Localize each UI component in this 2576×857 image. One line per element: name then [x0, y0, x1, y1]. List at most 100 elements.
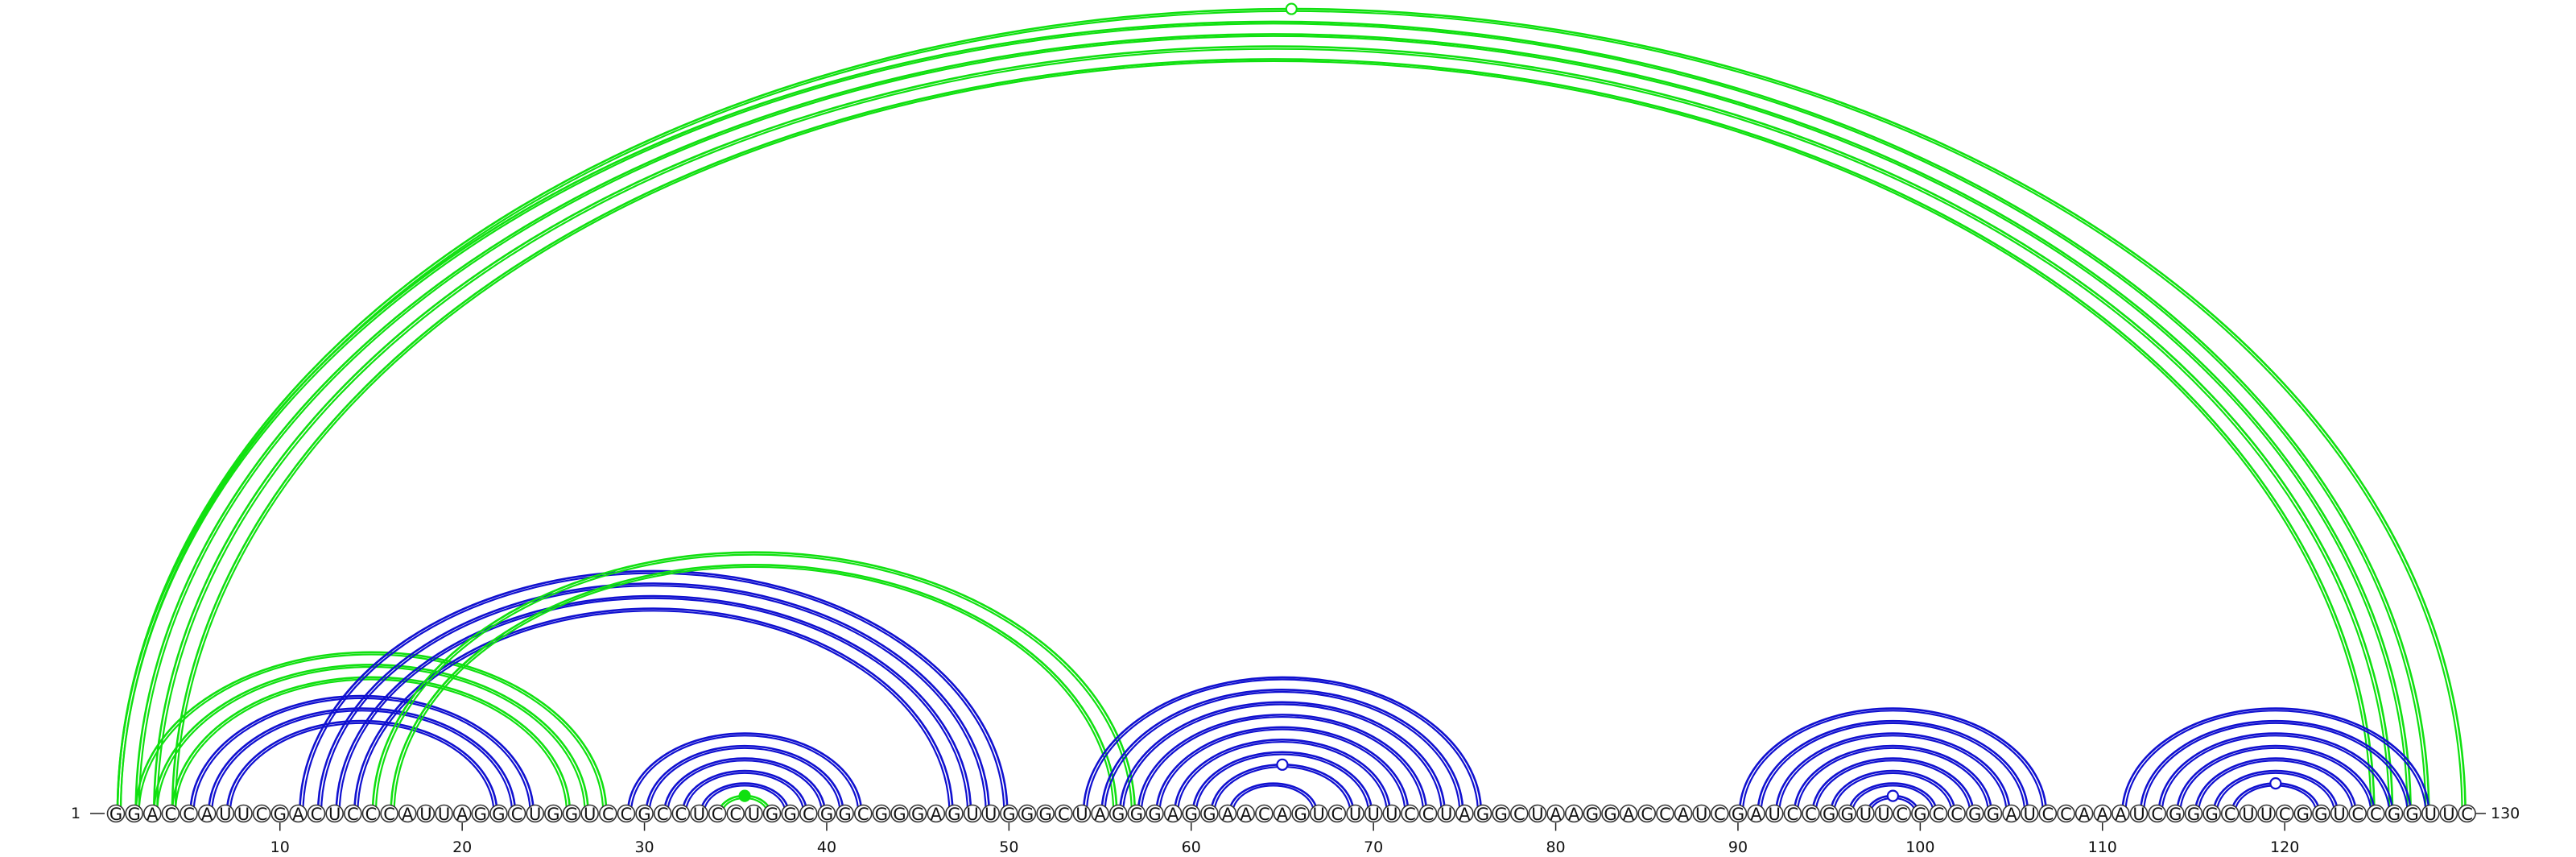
nucleotide-circle: [617, 804, 636, 823]
nucleotide-circle: [1656, 804, 1674, 823]
base-pair-arc: [1100, 689, 1464, 814]
base-pair-arc: [1741, 710, 2044, 814]
nucleotide-circle: [1382, 804, 1402, 823]
nucleotide-letter: G: [1130, 805, 1143, 824]
base-pair-arc: [684, 772, 805, 814]
nucleotide-circle: [908, 804, 927, 823]
nucleotide-circle: [1874, 804, 1893, 823]
base-pair-arc: [667, 760, 824, 814]
base-pair-arc: [1829, 769, 1956, 814]
base-pair-arc: [2215, 772, 2336, 814]
base-pair-arc: [2179, 747, 2372, 814]
nucleotide-letter: C: [1787, 805, 1799, 824]
nucleotide-letter: U: [966, 805, 978, 824]
base-pair-arc: [2157, 732, 2394, 814]
nucleotide-circle: [2403, 804, 2421, 823]
nucleotide-letter: A: [2097, 805, 2109, 824]
nucleotide-letter: A: [1678, 805, 1690, 824]
nucleotide-letter: U: [1860, 805, 1872, 824]
nucleotide-circle: [1583, 804, 1602, 823]
nucleotide-letter: G: [127, 805, 140, 824]
nucleotide-letter: U: [1349, 805, 1361, 824]
nucleotide-letter: G: [2187, 805, 2200, 824]
base-pair-arc: [2176, 744, 2376, 814]
nucleotide-letter: C: [1805, 805, 1817, 824]
nucleotide-letter: G: [274, 805, 287, 824]
nucleotide-letter: G: [1841, 805, 1854, 824]
nucleotide-letter: C: [675, 805, 687, 824]
nucleotide-letter: U: [2260, 805, 2273, 824]
nucleotide-circle: [2202, 804, 2221, 823]
nucleotide-letter: G: [893, 805, 906, 824]
nucleotide-circle: [1018, 804, 1037, 823]
base-pair-arc: [119, 10, 2463, 814]
nucleotide-circle: [1838, 804, 1857, 823]
nucleotide-letter: C: [2042, 805, 2054, 824]
nucleotide-circle: [726, 804, 745, 823]
nucleotide-circle: [1765, 804, 1784, 823]
nucleotide-letter: A: [931, 805, 943, 824]
nucleotide-letter: C: [165, 805, 177, 824]
nucleotide-letter: C: [1714, 805, 1726, 824]
base-pair-arc: [2121, 707, 2430, 814]
nucleotide-circle: [653, 804, 672, 823]
nucleotide-circle: [252, 804, 271, 823]
base-pair-arc: [630, 735, 860, 814]
base-pair-arc: [393, 565, 1115, 814]
nucleotide-circle: [1509, 804, 1529, 823]
nucleotide-circle: [106, 804, 126, 823]
base-pair-arc: [207, 707, 517, 814]
base-pair-arc: [335, 594, 972, 814]
base-pair-arc: [174, 678, 568, 814]
base-pair-arc: [700, 782, 790, 814]
base-pair-arc: [374, 553, 1133, 814]
nucleotide-letter: A: [2115, 805, 2127, 824]
nucleotide-letter: C: [857, 805, 869, 824]
nucleotide-circle: [2184, 804, 2203, 823]
sequence-start-label: 1: [71, 805, 80, 822]
nucleotide-circle: [1528, 804, 1547, 823]
nucleotide-letter: G: [1112, 805, 1125, 824]
nucleotide-letter: G: [947, 805, 960, 824]
nucleotide-letter: G: [784, 805, 797, 824]
nucleotide-letter: A: [2079, 805, 2091, 824]
nucleotide-letter: U: [328, 805, 341, 824]
nucleotide-letter: U: [237, 805, 250, 824]
tick-label: 30: [634, 838, 654, 856]
nucleotide-circle: [1364, 804, 1383, 823]
nucleotide-circle: [1108, 804, 1128, 823]
nucleotide-letter: U: [2242, 805, 2254, 824]
nucleotide-circle: [1054, 804, 1073, 823]
base-pair-arc: [1793, 744, 1993, 814]
base-pair-arc: [703, 785, 786, 814]
nucleotide-circle: [2129, 804, 2149, 823]
nucleotide-circle: [562, 804, 581, 823]
nucleotide-letter: G: [1732, 805, 1744, 824]
nucleotide-letter: A: [1623, 805, 1635, 824]
nucleotide-circle: [1072, 804, 1092, 823]
nucleotide-circle: [1309, 804, 1328, 823]
nucleotide-circle: [2257, 804, 2276, 823]
nucleotide-circle: [1783, 804, 1802, 823]
nucleotide-circle: [1965, 804, 1984, 823]
base-pair-arc: [316, 582, 991, 814]
nucleotide-circle: [1291, 804, 1310, 823]
nucleotide-letter: C: [621, 805, 633, 824]
nucleotide-letter: C: [1951, 805, 1963, 824]
base-pair-arc: [229, 722, 495, 814]
nucleotide-letter: A: [1240, 805, 1252, 824]
nucleotide-circle: [1637, 804, 1657, 823]
nucleotide-letter: C: [1896, 805, 1908, 824]
nucleotide-letter: C: [2151, 805, 2163, 824]
nucleotide-letter: G: [109, 805, 122, 824]
nucleotide-circle: [398, 804, 417, 823]
nucleotide-letter: G: [2205, 805, 2218, 824]
nucleotide-circle: [853, 804, 873, 823]
nucleotide-circle: [216, 804, 235, 823]
nucleotide-circle: [872, 804, 891, 823]
nucleotide-circle: [2275, 804, 2294, 823]
nucleotide-circle: [2384, 804, 2404, 823]
base-pair-arc: [2142, 722, 2409, 814]
base-pair-arc: [302, 572, 1005, 814]
